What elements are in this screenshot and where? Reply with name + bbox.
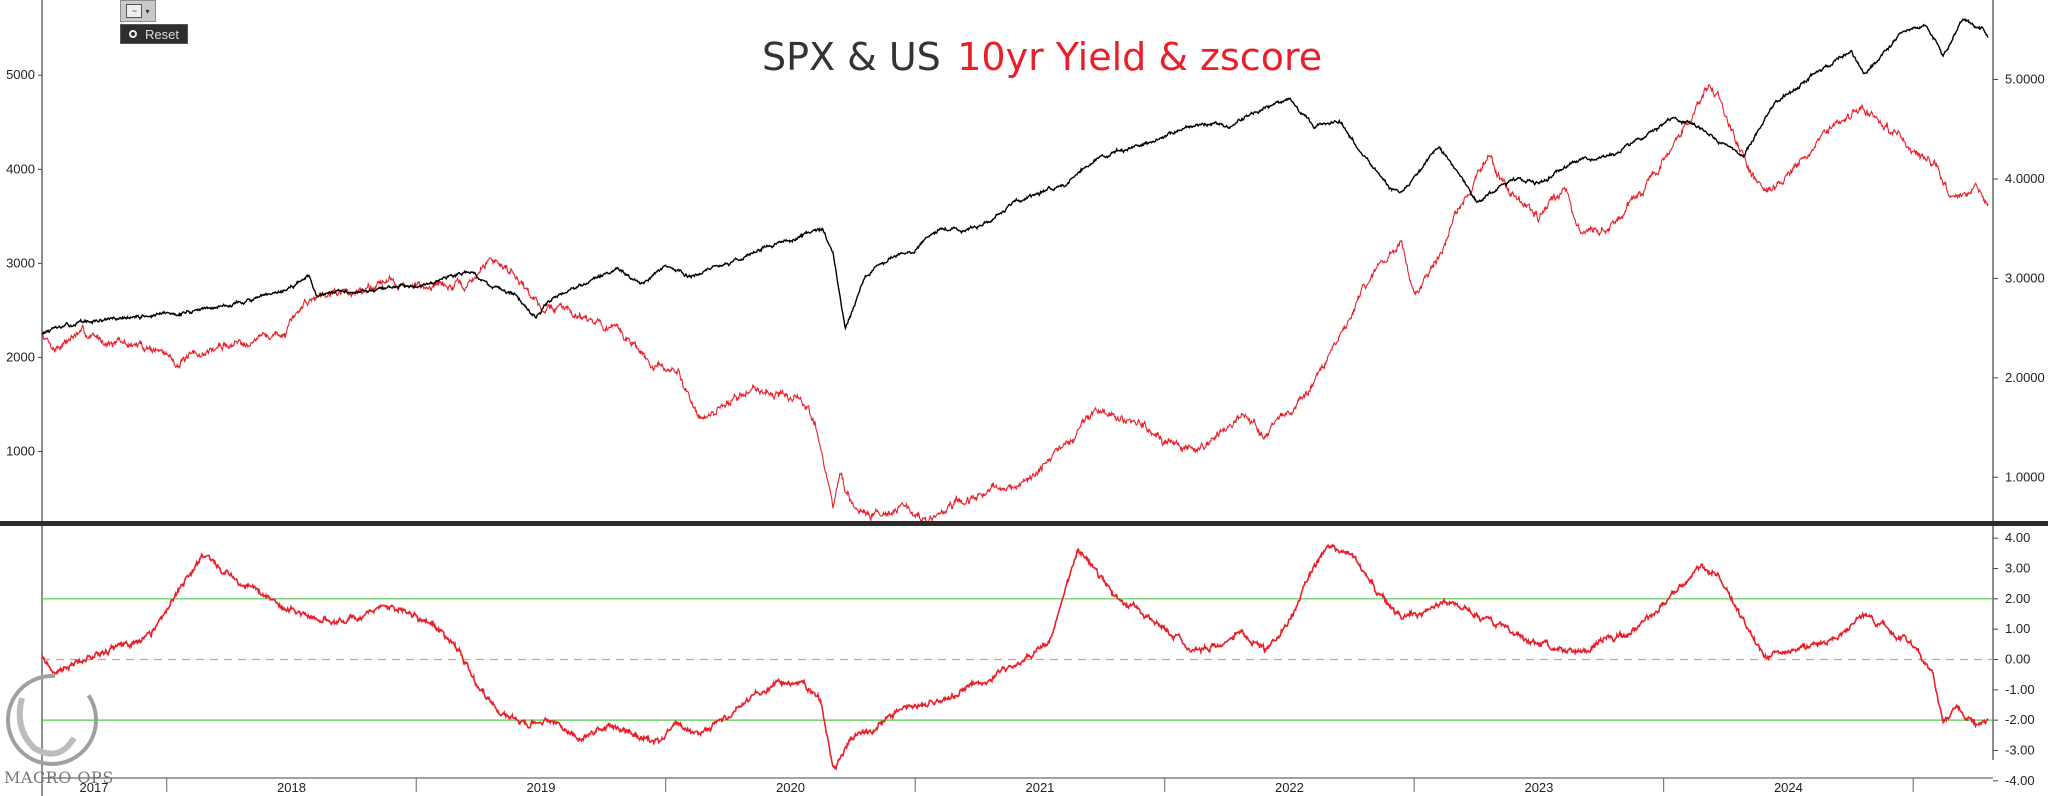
reset-button[interactable]: Reset bbox=[120, 24, 188, 44]
left-tick-label: 3000 bbox=[6, 255, 35, 270]
chart-title: SPX & US 10yr Yield & zscore bbox=[762, 35, 1322, 79]
top-series-group bbox=[41, 17, 1989, 524]
reset-radio-icon bbox=[129, 30, 137, 38]
chart-title-part1: SPX & US bbox=[762, 35, 941, 79]
x-tick-label: 2020 bbox=[776, 780, 805, 795]
x-tick-label: 2023 bbox=[1524, 780, 1553, 795]
left-tick-label: 1000 bbox=[6, 443, 35, 458]
right-tick-label: 5.0000 bbox=[2005, 72, 2045, 87]
zscore-line bbox=[41, 543, 1989, 772]
zscore-tick-label: 1.00 bbox=[2005, 621, 2030, 636]
x-tick-label: 2017 bbox=[80, 780, 109, 795]
zscore-tick-label: -4.00 bbox=[2005, 773, 2035, 788]
zscore-tick-label: -1.00 bbox=[2005, 682, 2035, 697]
logo-ring bbox=[6, 674, 98, 766]
macro-ops-logo bbox=[6, 674, 98, 766]
yield-line bbox=[41, 84, 1989, 524]
zscore-tick-label: 2.00 bbox=[2005, 591, 2030, 606]
panel-divider[interactable] bbox=[0, 521, 2048, 526]
right-tick-label: 3.0000 bbox=[2005, 270, 2045, 285]
zscore-tick-label: 4.00 bbox=[2005, 530, 2030, 545]
right-tick-label: 2.0000 bbox=[2005, 370, 2045, 385]
right-tick-label: 4.0000 bbox=[2005, 171, 2045, 186]
zscore-tick-label: 0.00 bbox=[2005, 651, 2030, 666]
top-right-ticks: 1.0000 2.0000 3.0000 4.0000 5.0000 bbox=[1993, 72, 2045, 484]
right-tick-label: 1.0000 bbox=[2005, 469, 2045, 484]
zscore-tick-label: 3.00 bbox=[2005, 560, 2030, 575]
x-tick-label: 2022 bbox=[1275, 780, 1304, 795]
spx-line bbox=[41, 17, 1989, 335]
left-tick-label: 5000 bbox=[6, 67, 35, 82]
x-tick-label: 2018 bbox=[277, 780, 306, 795]
chart-line-icon[interactable]: ~ bbox=[126, 4, 143, 18]
x-tick-label: 2021 bbox=[1025, 780, 1054, 795]
reset-button-label: Reset bbox=[145, 26, 179, 42]
bottom-right-ticks: 4.00 3.00 2.00 1.00 0.00 -1.00 -2.00 -3.00 -4.00 bbox=[1993, 530, 2035, 788]
watermark-text: MACRO OPS bbox=[4, 768, 114, 787]
chart-type-toolbar[interactable]: ~ ▾ bbox=[120, 0, 156, 22]
x-tick-label: 2019 bbox=[527, 780, 556, 795]
zscore-tick-label: -2.00 bbox=[2005, 712, 2035, 727]
logo-brush-stroke bbox=[16, 697, 77, 757]
chevron-down-icon[interactable]: ▾ bbox=[145, 6, 150, 16]
zscore-tick-label: -3.00 bbox=[2005, 742, 2035, 757]
top-left-ticks: 1000 2000 3000 4000 5000 bbox=[6, 67, 42, 458]
left-tick-label: 2000 bbox=[6, 349, 35, 364]
bottom-series-group bbox=[41, 543, 1989, 772]
chart-title-part2: 10yr Yield & zscore bbox=[957, 35, 1322, 79]
x-tick-label: 2024 bbox=[1774, 780, 1803, 795]
x-axis-labels: 2017 2018 2019 2020 2021 2022 2023 2024 bbox=[80, 778, 1914, 795]
left-tick-label: 4000 bbox=[6, 161, 35, 176]
